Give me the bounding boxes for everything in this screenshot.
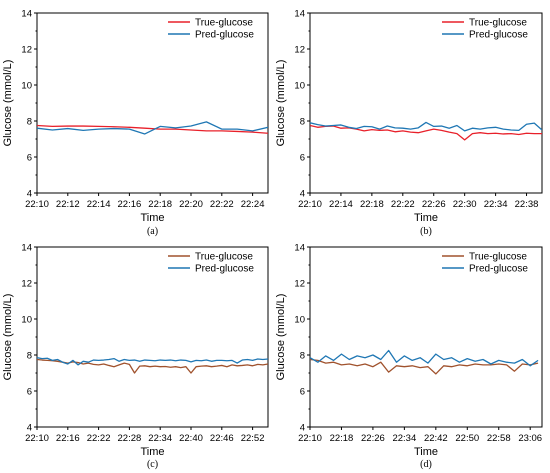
y-tick-label: 8	[27, 117, 32, 128]
x-tick-label: 22:46	[210, 433, 234, 444]
x-tick-label: 22:18	[330, 433, 354, 444]
y-tick-label: 12	[21, 279, 32, 290]
legend-label: Pred-glucose	[195, 264, 254, 275]
x-tick-label: 22:22	[87, 433, 111, 444]
x-tick-label: 23:06	[518, 433, 542, 444]
y-tick-label: 6	[300, 153, 305, 164]
series-line-true-glucose	[310, 124, 542, 141]
legend-label: True-glucose	[195, 252, 253, 263]
panel-caption: (b)	[420, 226, 432, 237]
x-tick-label: 22:26	[422, 199, 446, 210]
x-tick-label: 22:10	[298, 433, 322, 444]
x-tick-label: 22:14	[329, 199, 353, 210]
y-tick-label: 8	[300, 117, 305, 128]
y-tick-label: 4	[300, 189, 305, 200]
x-tick-label: 22:34	[484, 199, 508, 210]
y-tick-label: 4	[27, 189, 32, 200]
y-axis-title: Glucose (mmol/L)	[2, 60, 14, 147]
y-tick-label: 6	[27, 387, 32, 398]
x-tick-label: 22:26	[361, 433, 385, 444]
y-tick-label: 10	[21, 315, 32, 326]
series-line-pred-glucose	[37, 357, 268, 366]
x-tick-label: 22:10	[298, 199, 322, 210]
y-tick-label: 6	[300, 387, 305, 398]
legend-label: True-glucose	[195, 18, 253, 29]
y-tick-label: 6	[27, 153, 32, 164]
x-tick-label: 22:18	[148, 199, 172, 210]
y-tick-label: 10	[294, 81, 305, 92]
x-tick-label: 22:10	[25, 433, 49, 444]
y-axis-title: Glucose (mmol/L)	[2, 294, 14, 381]
x-tick-label: 22:50	[455, 433, 479, 444]
x-tick-label: 22:34	[148, 433, 172, 444]
legend-label: Pred-glucose	[469, 30, 528, 41]
y-tick-label: 8	[27, 351, 32, 362]
y-axis-title: Glucose (mmol/L)	[275, 294, 287, 381]
legend-label: True-glucose	[469, 252, 527, 263]
x-tick-label: 22:34	[392, 433, 416, 444]
x-tick-label: 22:20	[179, 199, 203, 210]
panel-caption: (d)	[420, 459, 432, 470]
series-line-pred-glucose	[310, 349, 539, 367]
x-axis-title: Time	[414, 212, 438, 224]
x-tick-label: 22:22	[391, 199, 415, 210]
x-tick-label: 22:10	[25, 199, 49, 210]
chart-panel-3: 4 6 8 10 12 14 22:10 22:16 22:22 22:28 22:34 22:40 2…	[2, 243, 269, 470]
y-tick-label: 4	[300, 423, 305, 434]
x-tick-label: 22:14	[87, 199, 111, 210]
x-axis-title: Time	[140, 446, 164, 458]
y-tick-label: 14	[21, 9, 32, 20]
legend-label: True-glucose	[469, 18, 527, 29]
x-tick-label: 22:18	[360, 199, 384, 210]
chart-panel-2: 4 6 8 10 12 14 22:10 22:14 22:18 22:22 22:26 22:30 2…	[275, 9, 543, 237]
y-tick-label: 10	[21, 81, 32, 92]
y-tick-label: 14	[294, 9, 305, 20]
panel-caption: (c)	[147, 459, 158, 470]
y-tick-label: 8	[300, 351, 305, 362]
y-tick-label: 10	[294, 315, 305, 326]
y-tick-label: 14	[294, 243, 305, 254]
series-line-true-glucose	[37, 124, 268, 134]
x-tick-label: 22:42	[424, 433, 448, 444]
chart-panel-1: 4 6 8 10 12 14 22:10 22:12 22:14 22:16 22:18 22:20 2…	[2, 9, 269, 237]
x-tick-label: 22:40	[179, 433, 203, 444]
y-tick-label: 12	[21, 45, 32, 56]
x-tick-label: 22:12	[56, 199, 80, 210]
x-tick-label: 22:28	[118, 433, 142, 444]
x-tick-label: 22:30	[453, 199, 477, 210]
y-tick-label: 14	[21, 243, 32, 254]
x-axis-title: Time	[140, 212, 164, 224]
x-tick-label: 22:16	[56, 433, 80, 444]
series-line-true-glucose	[310, 358, 539, 375]
y-tick-label: 12	[294, 45, 305, 56]
x-tick-label: 22:24	[241, 199, 265, 210]
y-tick-label: 12	[294, 279, 305, 290]
series-line-pred-glucose	[310, 121, 542, 132]
chart-panel-4: 4 6 8 10 12 14 22:10 22:18 22:26 22:34 22:42 22:50 2…	[275, 243, 543, 470]
x-axis-title: Time	[414, 446, 438, 458]
x-tick-label: 22:52	[241, 433, 265, 444]
panel-caption: (a)	[147, 226, 158, 237]
legend-label: Pred-glucose	[195, 30, 254, 41]
y-axis-title: Glucose (mmol/L)	[275, 60, 287, 147]
legend-label: Pred-glucose	[469, 264, 528, 275]
series-line-pred-glucose	[37, 121, 268, 135]
y-tick-label: 4	[27, 423, 32, 434]
x-tick-label: 22:22	[210, 199, 234, 210]
x-tick-label: 22:16	[118, 199, 142, 210]
x-tick-label: 22:38	[515, 199, 539, 210]
x-tick-label: 22:58	[487, 433, 511, 444]
